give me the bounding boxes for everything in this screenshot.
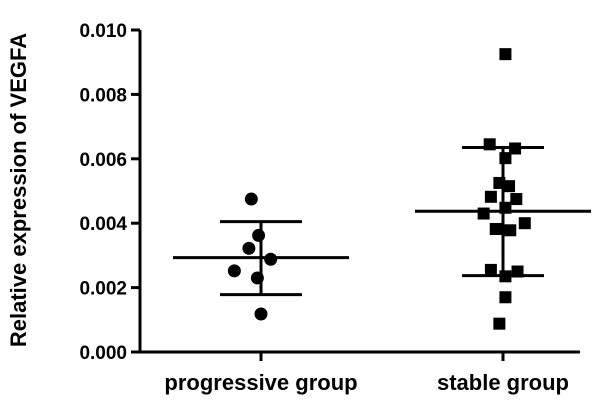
data-point-square <box>519 217 531 229</box>
data-point-circle <box>242 242 255 255</box>
x-category-label: stable group <box>437 370 569 395</box>
y-tick-label: 0.002 <box>79 279 127 300</box>
y-tick-label: 0.008 <box>79 85 127 106</box>
data-point-circle <box>255 308 268 321</box>
data-point-circle <box>264 253 277 266</box>
y-tick-label: 0.004 <box>79 214 127 235</box>
data-point-square <box>478 208 490 220</box>
data-point-square <box>485 191 497 203</box>
data-points <box>228 48 531 330</box>
y-tick-label: 0.000 <box>79 343 127 364</box>
data-point-square <box>499 48 511 60</box>
data-point-square <box>504 224 516 236</box>
data-point-circle <box>251 271 264 284</box>
data-point-circle <box>228 264 241 277</box>
data-point-square <box>499 202 511 214</box>
data-point-circle <box>245 193 258 206</box>
y-tick-label: 0.010 <box>79 21 127 42</box>
data-point-square <box>499 270 511 282</box>
x-category-label: progressive group <box>164 370 357 395</box>
data-point-square <box>512 266 524 278</box>
data-point-square <box>490 223 502 235</box>
data-point-square <box>499 291 511 303</box>
data-point-square <box>499 152 511 164</box>
data-point-square <box>493 318 505 330</box>
data-point-square <box>484 138 496 150</box>
x-axis-ticks: progressive group stable group <box>164 352 569 395</box>
y-axis-ticks: 0.000 0.002 0.004 0.006 0.008 0.010 <box>79 21 140 364</box>
y-axis-title: Relative expression of VEGFA <box>6 33 31 347</box>
y-tick-label: 0.006 <box>79 150 127 171</box>
data-point-square <box>503 180 515 192</box>
data-point-circle <box>252 229 265 242</box>
data-point-square <box>510 193 522 205</box>
data-point-square <box>485 264 497 276</box>
